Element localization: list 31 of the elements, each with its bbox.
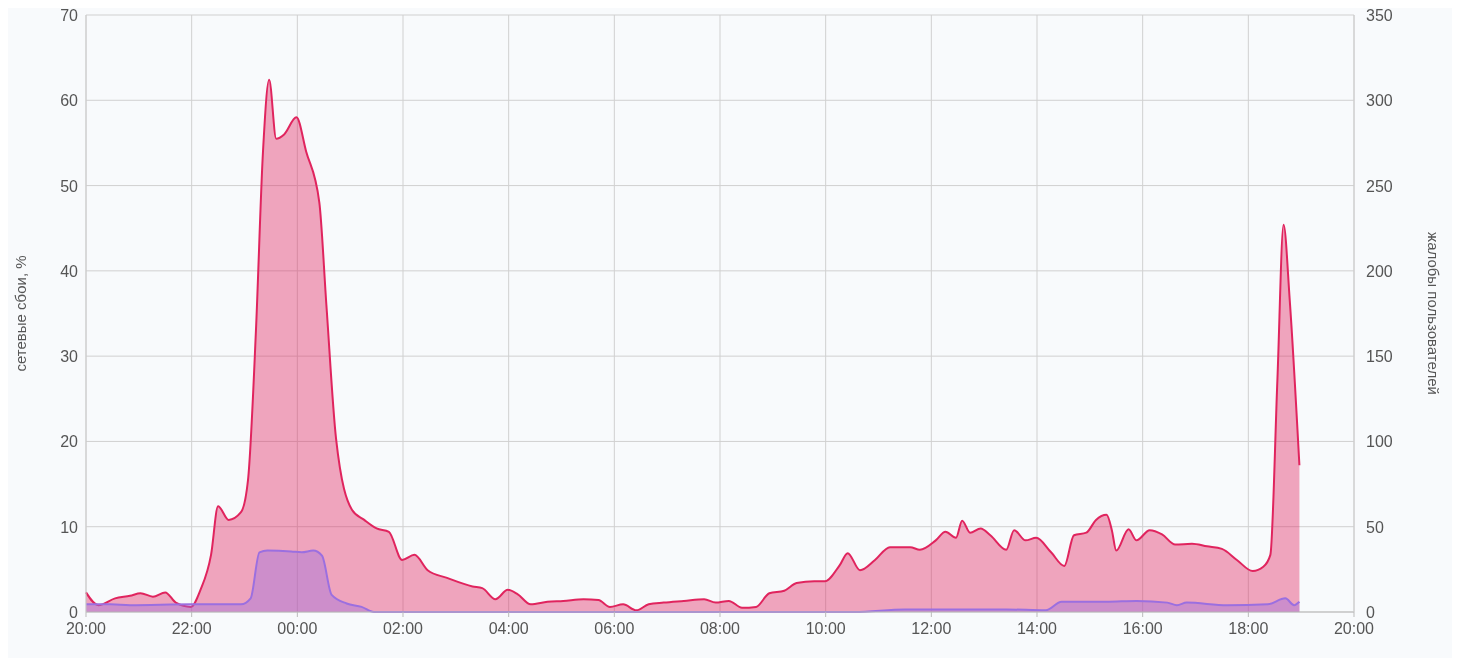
x-tick-label: 06:00 [594,620,635,637]
x-tick-label: 18:00 [1228,620,1269,637]
x-tick-label: 14:00 [1016,620,1058,637]
x-tick-label: 04:00 [488,620,529,637]
x-tick-label: 10:00 [805,620,846,637]
y-tick-label: 20 [60,433,79,451]
y-tick-label: 10 [60,518,79,536]
y2-tick-label: 350 [1366,7,1393,24]
y-tick-label: 60 [60,92,79,110]
x-tick-label: 22:00 [171,620,212,637]
x-tick-label: 08:00 [699,620,741,637]
y2-tick-label: 300 [1366,92,1393,110]
x-tick-label: 02:00 [382,620,424,637]
y2-tick-label: 150 [1366,348,1393,366]
y-tick-label: 50 [60,177,79,195]
y2-tick-label: 200 [1366,262,1393,280]
y-tick-label: 40 [60,262,79,280]
x-tick-label: 00:00 [277,620,318,637]
y-tick-label: 70 [60,7,79,24]
y-tick-label: 0 [69,604,79,621]
y-tick-label: 30 [60,348,79,366]
y2-axis-title: жалобы пользователей [1425,232,1442,395]
y2-tick-label: 100 [1366,433,1393,451]
y2-tick-label: 0 [1366,604,1375,621]
x-tick-label: 16:00 [1122,620,1163,637]
y2-tick-label: 250 [1366,177,1393,195]
x-tick-label: 20:00 [65,620,107,637]
y2-tick-label: 50 [1366,518,1384,536]
y-axis-title: сетевые сбои, % [12,255,29,372]
x-tick-label: 20:00 [1333,620,1375,637]
x-tick-label: 12:00 [911,620,952,637]
